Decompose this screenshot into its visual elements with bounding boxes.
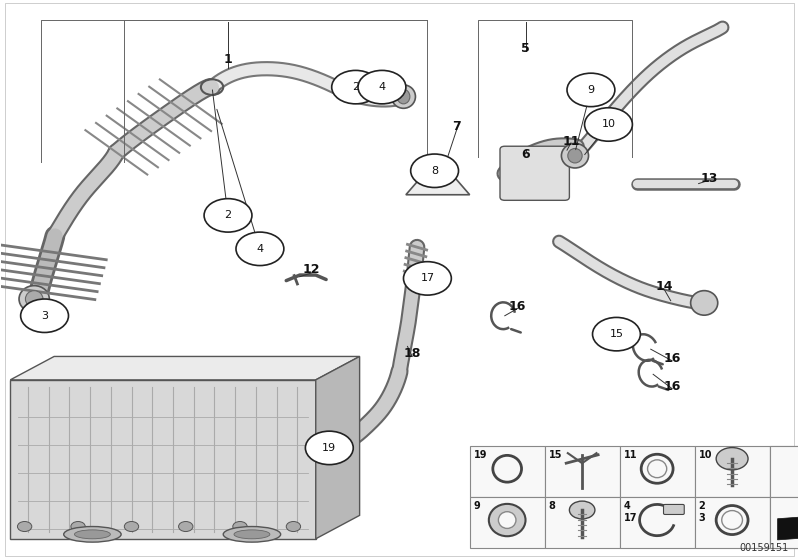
- Circle shape: [125, 522, 139, 532]
- Text: 13: 13: [700, 172, 718, 184]
- Text: 17: 17: [420, 273, 435, 283]
- Polygon shape: [777, 515, 799, 540]
- Text: 4: 4: [256, 244, 264, 254]
- Text: 1: 1: [224, 53, 233, 66]
- Ellipse shape: [223, 527, 280, 542]
- Ellipse shape: [321, 438, 339, 455]
- Text: ÂÂÂ: ÂÂÂ: [431, 181, 445, 187]
- Text: 8: 8: [549, 501, 555, 511]
- Text: 16: 16: [664, 380, 681, 393]
- Text: 2
3: 2 3: [698, 501, 706, 523]
- Circle shape: [403, 262, 451, 295]
- Text: 19: 19: [322, 443, 336, 453]
- Text: 18: 18: [403, 347, 421, 359]
- Ellipse shape: [392, 85, 415, 108]
- Text: 8: 8: [431, 166, 438, 176]
- Text: 15: 15: [610, 329, 623, 339]
- Ellipse shape: [314, 433, 346, 461]
- Circle shape: [567, 73, 615, 107]
- Bar: [694, 497, 769, 548]
- Bar: [620, 497, 694, 548]
- FancyBboxPatch shape: [663, 504, 684, 514]
- Text: 11: 11: [624, 450, 637, 460]
- Circle shape: [236, 232, 284, 266]
- Circle shape: [411, 154, 459, 187]
- Text: 3: 3: [41, 311, 48, 321]
- Circle shape: [204, 198, 252, 232]
- Text: 6: 6: [521, 148, 530, 160]
- Polygon shape: [316, 357, 360, 539]
- Circle shape: [305, 431, 353, 465]
- Polygon shape: [10, 380, 316, 539]
- Circle shape: [570, 501, 595, 519]
- Text: 9: 9: [587, 85, 594, 95]
- Text: 4
17: 4 17: [624, 501, 637, 523]
- Ellipse shape: [19, 286, 50, 312]
- Text: 15: 15: [549, 450, 562, 460]
- Text: 2: 2: [352, 82, 360, 92]
- Ellipse shape: [562, 144, 589, 168]
- Ellipse shape: [690, 291, 718, 315]
- Bar: [545, 446, 620, 497]
- Ellipse shape: [397, 89, 410, 104]
- Text: 11: 11: [562, 135, 580, 148]
- Bar: [769, 497, 799, 548]
- Circle shape: [585, 108, 632, 141]
- Circle shape: [358, 70, 406, 104]
- Ellipse shape: [489, 504, 526, 536]
- Ellipse shape: [64, 527, 121, 542]
- Bar: [769, 446, 799, 497]
- Text: 19: 19: [474, 450, 487, 460]
- Text: 4: 4: [379, 82, 385, 92]
- Text: 14: 14: [655, 280, 673, 293]
- Circle shape: [18, 522, 32, 532]
- Text: 10: 10: [602, 120, 615, 130]
- Text: 7: 7: [452, 120, 461, 132]
- Polygon shape: [406, 158, 470, 195]
- Text: 9: 9: [474, 501, 480, 511]
- Text: 10: 10: [698, 450, 712, 460]
- Bar: [470, 497, 545, 548]
- Circle shape: [178, 522, 193, 532]
- Ellipse shape: [568, 149, 582, 163]
- Text: 12: 12: [303, 263, 320, 276]
- Circle shape: [71, 522, 85, 532]
- Ellipse shape: [234, 530, 270, 539]
- Ellipse shape: [74, 530, 110, 539]
- Bar: [769, 446, 799, 497]
- Ellipse shape: [26, 291, 43, 307]
- Bar: [694, 446, 769, 497]
- Circle shape: [21, 299, 69, 333]
- Text: 2: 2: [225, 210, 232, 220]
- Circle shape: [233, 522, 247, 532]
- Text: 00159151: 00159151: [740, 543, 789, 553]
- Bar: [470, 446, 545, 497]
- Circle shape: [286, 522, 300, 532]
- Text: 16: 16: [664, 352, 681, 365]
- Circle shape: [716, 448, 748, 470]
- Bar: [769, 497, 799, 548]
- Polygon shape: [10, 357, 360, 380]
- FancyBboxPatch shape: [500, 146, 570, 200]
- Text: 16: 16: [509, 300, 527, 313]
- Bar: [620, 446, 694, 497]
- Circle shape: [332, 70, 380, 104]
- Ellipse shape: [499, 511, 516, 528]
- Bar: [545, 497, 620, 548]
- Circle shape: [593, 318, 640, 351]
- Text: 5: 5: [521, 41, 530, 55]
